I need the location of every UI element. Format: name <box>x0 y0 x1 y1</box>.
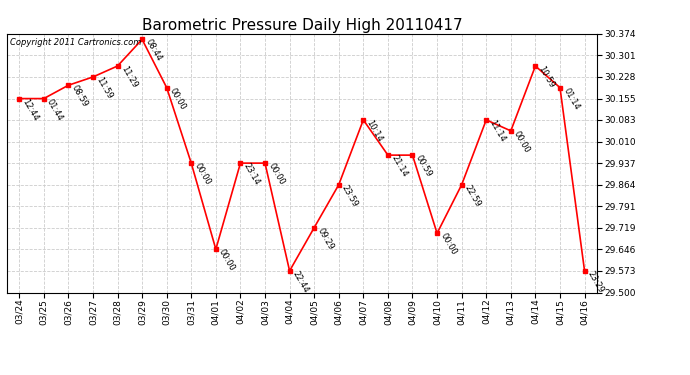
Text: 00:00: 00:00 <box>266 162 286 187</box>
Text: 00:00: 00:00 <box>512 129 532 154</box>
Text: 12:44: 12:44 <box>21 97 40 122</box>
Text: 00:00: 00:00 <box>168 86 188 111</box>
Text: 08:59: 08:59 <box>70 84 90 109</box>
Text: 21:14: 21:14 <box>389 154 409 179</box>
Text: 10:14: 10:14 <box>365 118 384 144</box>
Text: 10:59: 10:59 <box>537 64 556 90</box>
Title: Barometric Pressure Daily High 20110417: Barometric Pressure Daily High 20110417 <box>141 18 462 33</box>
Text: 23:14: 23:14 <box>241 162 262 187</box>
Text: 00:00: 00:00 <box>193 162 213 187</box>
Text: 11:14: 11:14 <box>488 118 507 144</box>
Text: 01:44: 01:44 <box>45 97 65 122</box>
Text: 11:29: 11:29 <box>119 64 139 90</box>
Text: Copyright 2011 Cartronics.com: Copyright 2011 Cartronics.com <box>10 38 141 46</box>
Text: 22:44: 22:44 <box>291 270 310 295</box>
Text: 00:00: 00:00 <box>217 248 237 273</box>
Text: 00:00: 00:00 <box>438 232 458 257</box>
Text: 09:29: 09:29 <box>315 226 335 251</box>
Text: 23:59: 23:59 <box>340 183 360 209</box>
Text: 01:14: 01:14 <box>562 86 581 111</box>
Text: 23:29: 23:29 <box>586 270 606 295</box>
Text: 11:59: 11:59 <box>95 76 114 100</box>
Text: 22:59: 22:59 <box>463 183 483 209</box>
Text: 08:44: 08:44 <box>144 38 164 63</box>
Text: 00:59: 00:59 <box>414 154 433 179</box>
